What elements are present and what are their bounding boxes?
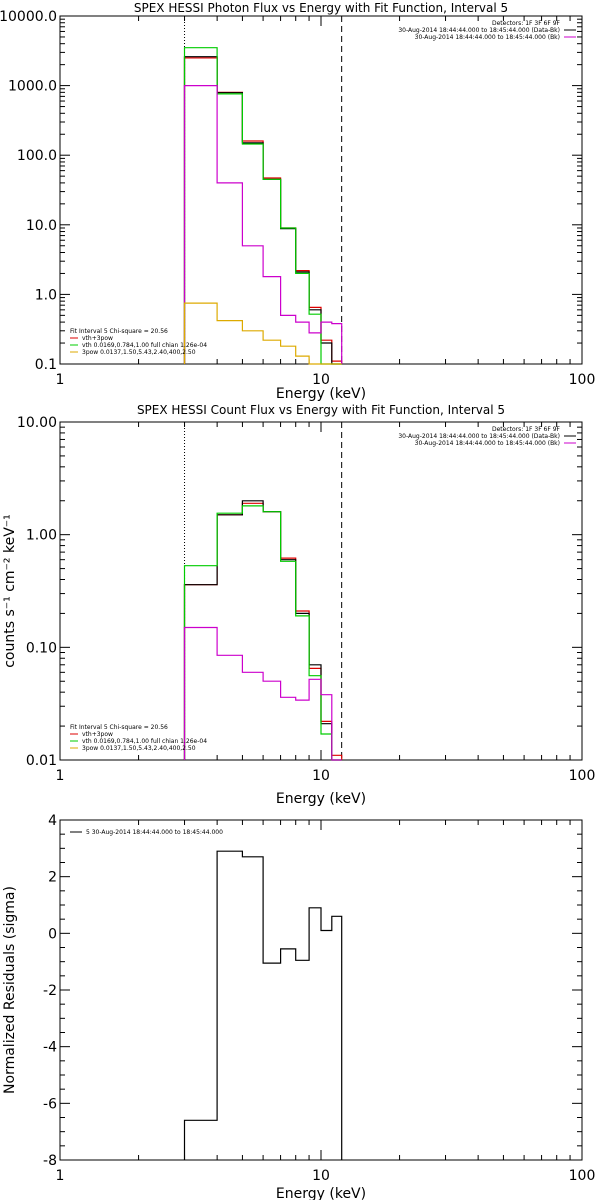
y-tick-label: 1000.0 xyxy=(8,79,57,95)
y-tick-label: 1.0 xyxy=(35,287,57,303)
legend-entry: Fit Interval 5 Chi-square = 20.56 xyxy=(70,328,168,335)
chart-title: SPEX HESSI Count Flux vs Energy with Fit… xyxy=(137,403,505,417)
x-tick-label: 1 xyxy=(56,372,65,388)
y-axis-label: Normalized Residuals (sigma) xyxy=(2,886,18,1094)
legend-entry: 3pow 0.0137,1.50,5.43,2.40,400,2.50 xyxy=(82,745,196,752)
y-axis-label: counts s⁻¹ cm⁻² keV⁻¹ xyxy=(2,514,18,668)
legend-entry: vth 0.0169,0.784,1.00 full chian 1.26e-0… xyxy=(82,342,207,349)
y-tick-label: 1.00 xyxy=(26,528,57,544)
legend-entry: vth+3pow xyxy=(82,335,113,342)
x-tick-label: 10 xyxy=(312,1168,330,1184)
x-tick-label: 100 xyxy=(569,768,596,784)
legend-entry: Detectors: 1F 3F 6F 9F xyxy=(492,20,561,27)
legend-entry: 30-Aug-2014 18:44:44.000 to 18:45:44.000… xyxy=(415,440,560,447)
series-line-2 xyxy=(183,505,342,761)
series-line-0 xyxy=(183,57,343,364)
x-tick-label: 10 xyxy=(312,768,330,784)
legend-entry: 5 30-Aug-2014 18:44:44.000 to 18:45:44.0… xyxy=(86,829,223,836)
y-tick-label: -6 xyxy=(43,1096,57,1112)
x-axis-label: Energy (keV) xyxy=(276,791,366,807)
y-tick-label: 10.0 xyxy=(26,218,57,234)
y-tick-label: -2 xyxy=(43,983,57,999)
series-line-3 xyxy=(183,626,342,761)
x-tick-label: 10 xyxy=(312,372,330,388)
legend-entry: 30-Aug-2014 18:44:44.000 to 18:45:44.000… xyxy=(398,27,560,34)
y-tick-label: 2 xyxy=(48,870,57,886)
series-line-0 xyxy=(183,502,343,760)
x-axis-label: Energy (keV) xyxy=(276,1186,366,1200)
legend-entry: 30-Aug-2014 18:44:44.000 to 18:45:44.000… xyxy=(398,433,560,440)
x-tick-label: 100 xyxy=(569,1168,596,1184)
y-tick-label: 4 xyxy=(48,813,57,829)
y-tick-label: -4 xyxy=(43,1040,57,1056)
legend-entry: Fit Interval 5 Chi-square = 20.56 xyxy=(70,724,168,731)
legend-entry: 3pow 0.0137,1.50,5.43,2.40,400,2.50 xyxy=(82,349,196,356)
y-tick-label: 0.01 xyxy=(26,753,57,769)
y-tick-label: 0 xyxy=(48,926,57,942)
legend-entry: vth+3pow xyxy=(82,731,113,738)
legend-entry: vth 0.0169,0.784,1.00 full chian 1.26e-0… xyxy=(82,738,207,745)
series-line-1 xyxy=(183,500,342,761)
series-line-3 xyxy=(183,85,343,364)
y-tick-label: 10000.0 xyxy=(0,9,57,25)
chart-title: SPEX HESSI Photon Flux vs Energy with Fi… xyxy=(134,1,508,15)
y-tick-label: 0.10 xyxy=(26,640,57,656)
y-tick-label: -8 xyxy=(43,1153,57,1169)
x-tick-label: 1 xyxy=(56,768,65,784)
legend-entry: 30-Aug-2014 18:44:44.000 to 18:45:44.000… xyxy=(415,34,560,41)
x-axis-label: Energy (keV) xyxy=(276,386,366,402)
legend-entry: Detectors: 1F 3F 6F 9F xyxy=(492,426,561,433)
x-tick-label: 100 xyxy=(569,372,596,388)
series-line-0 xyxy=(183,850,343,1160)
y-tick-label: 10.00 xyxy=(17,415,57,431)
series-line-4 xyxy=(183,302,342,365)
y-tick-label: 0.1 xyxy=(35,357,57,373)
y-tick-label: 100.0 xyxy=(17,148,57,164)
x-tick-label: 1 xyxy=(56,1168,65,1184)
series-line-2 xyxy=(183,47,342,365)
series-line-1 xyxy=(183,56,342,365)
plot-frame xyxy=(59,819,583,1161)
